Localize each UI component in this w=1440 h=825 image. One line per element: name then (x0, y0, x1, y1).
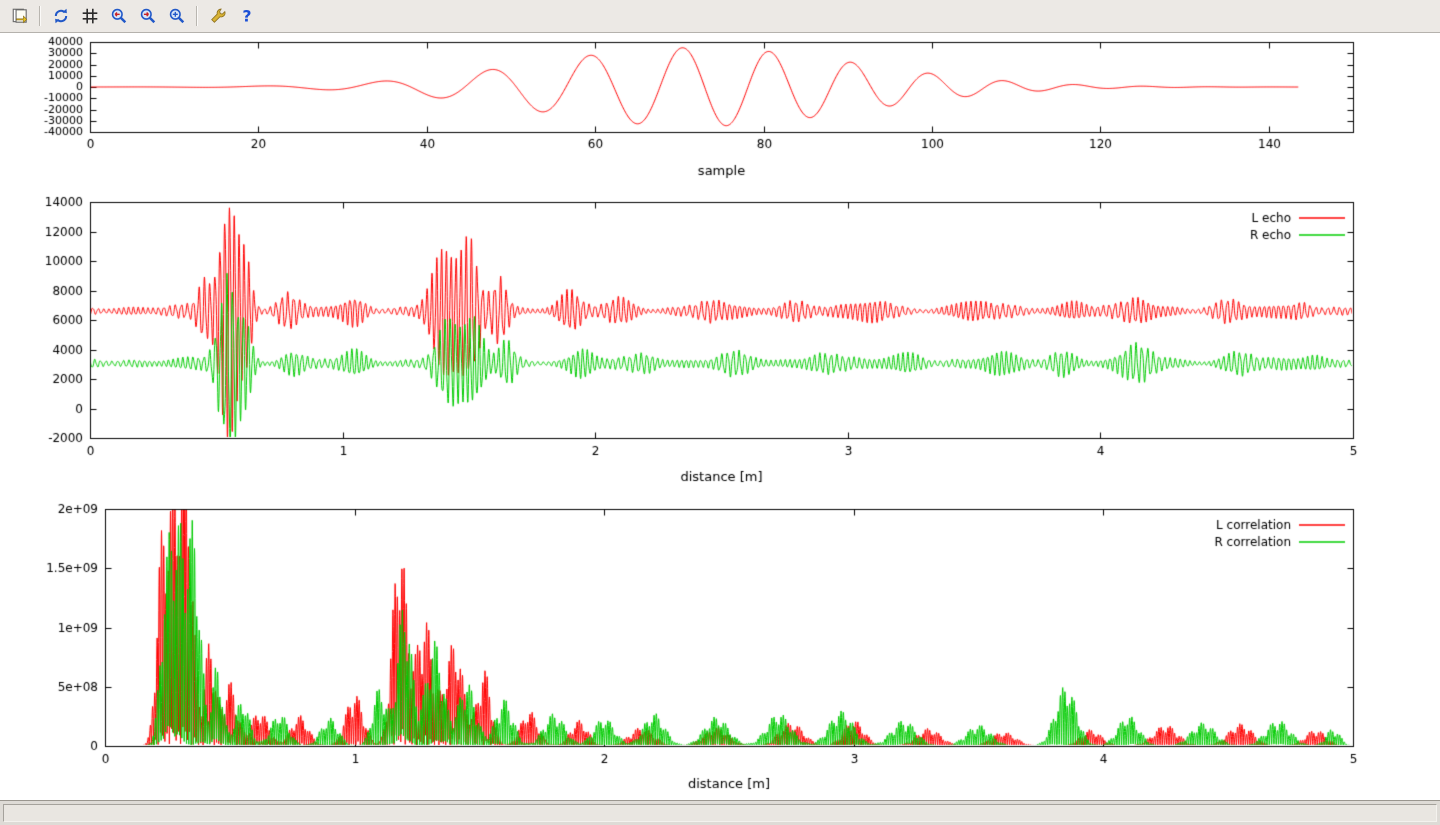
status-text (3, 804, 1437, 822)
correlation-plot[interactable] (0, 493, 1440, 800)
configure-button[interactable] (204, 3, 231, 29)
help-icon: ? (242, 7, 251, 25)
toolbar-separator (196, 6, 198, 26)
status-bar (0, 800, 1440, 825)
zoom-previous-button[interactable] (105, 3, 132, 29)
replot-button[interactable] (47, 3, 74, 29)
toolbar: ? (0, 0, 1440, 33)
zoom-previous-icon (111, 8, 126, 24)
grid-icon (82, 8, 97, 24)
plot-area (0, 33, 1440, 800)
svg-text:?: ? (242, 7, 251, 25)
wrench-icon (210, 8, 225, 23)
zoom-next-icon (140, 8, 155, 24)
toolbar-separator (39, 6, 41, 26)
echo-plot[interactable] (0, 193, 1440, 493)
zoom-reset-icon (169, 8, 184, 24)
chirp-plot[interactable] (0, 33, 1440, 193)
zoom-next-button[interactable] (134, 3, 161, 29)
copy-icon (12, 8, 27, 24)
copy-to-clipboard-button[interactable] (6, 3, 33, 29)
toggle-grid-button[interactable] (76, 3, 103, 29)
help-button[interactable]: ? (233, 3, 260, 29)
refresh-icon (54, 8, 67, 24)
autoscale-button[interactable] (163, 3, 190, 29)
